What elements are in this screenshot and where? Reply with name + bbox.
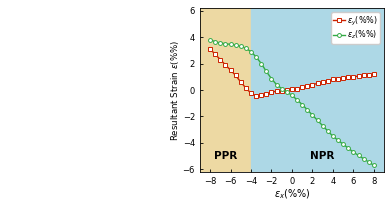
$\varepsilon_y$(%%)	[315, 82, 320, 85]
$\varepsilon_y$(%%)	[372, 73, 376, 75]
Bar	[251, 8, 384, 172]
$\varepsilon_y$(%%)	[218, 58, 223, 61]
$\varepsilon_y$(%%)	[228, 69, 233, 71]
$\varepsilon_z$(%%)	[208, 39, 212, 41]
$\varepsilon_y$(%%)	[213, 53, 218, 55]
$\varepsilon_y$(%%)	[259, 94, 263, 96]
Line: $\varepsilon_z$(%%): $\varepsilon_z$(%%)	[208, 38, 376, 167]
$\varepsilon_z$(%%)	[366, 161, 371, 163]
$\varepsilon_y$(%%)	[233, 74, 238, 77]
Y-axis label: Resultant Strain $\varepsilon$(%%): Resultant Strain $\varepsilon$(%%)	[169, 39, 181, 141]
$\varepsilon_z$(%%)	[279, 87, 284, 90]
$\varepsilon_z$(%%)	[372, 164, 376, 167]
$\varepsilon_y$(%%)	[289, 88, 294, 91]
$\varepsilon_z$(%%)	[346, 147, 351, 149]
$\varepsilon_z$(%%)	[228, 43, 233, 46]
$\varepsilon_z$(%%)	[218, 42, 223, 44]
$\varepsilon_y$(%%)	[300, 86, 305, 89]
$\varepsilon_z$(%%)	[233, 44, 238, 46]
$\varepsilon_y$(%%)	[346, 76, 351, 79]
$\varepsilon_z$(%%)	[254, 56, 258, 58]
$\varepsilon_z$(%%)	[249, 50, 253, 53]
$\varepsilon_z$(%%)	[320, 125, 325, 127]
$\varepsilon_y$(%%)	[366, 74, 371, 76]
Text: PPR: PPR	[214, 151, 237, 161]
$\varepsilon_y$(%%)	[279, 89, 284, 92]
$\varepsilon_y$(%%)	[341, 77, 345, 79]
$\varepsilon_y$(%%)	[295, 87, 300, 90]
$\varepsilon_y$(%%)	[284, 89, 289, 91]
$\varepsilon_y$(%%)	[336, 78, 340, 80]
$\varepsilon_z$(%%)	[361, 158, 366, 160]
$\varepsilon_z$(%%)	[274, 84, 279, 86]
Legend: $\varepsilon_y$(%%), $\varepsilon_z$(%%): $\varepsilon_y$(%%), $\varepsilon_z$(%%)	[331, 12, 380, 44]
$\varepsilon_z$(%%)	[315, 119, 320, 122]
$\varepsilon_y$(%%)	[239, 81, 243, 83]
$\varepsilon_y$(%%)	[264, 93, 269, 95]
X-axis label: $\varepsilon_x$(%%): $\varepsilon_x$(%%)	[274, 187, 310, 200]
$\varepsilon_z$(%%)	[244, 47, 248, 50]
$\varepsilon_y$(%%)	[320, 81, 325, 83]
$\varepsilon_z$(%%)	[223, 43, 228, 45]
$\varepsilon_y$(%%)	[305, 85, 310, 87]
$\varepsilon_z$(%%)	[300, 103, 305, 106]
$\varepsilon_z$(%%)	[259, 62, 263, 65]
$\varepsilon_z$(%%)	[331, 135, 335, 137]
$\varepsilon_y$(%%)	[208, 48, 212, 50]
$\varepsilon_z$(%%)	[264, 70, 269, 73]
Line: $\varepsilon_y$(%%): $\varepsilon_y$(%%)	[208, 47, 376, 98]
$\varepsilon_z$(%%)	[326, 130, 330, 132]
$\varepsilon_z$(%%)	[289, 94, 294, 96]
$\varepsilon_z$(%%)	[341, 143, 345, 145]
$\varepsilon_z$(%%)	[284, 91, 289, 93]
$\varepsilon_y$(%%)	[331, 78, 335, 81]
$\varepsilon_y$(%%)	[356, 75, 361, 77]
$\varepsilon_y$(%%)	[310, 84, 315, 86]
$\varepsilon_z$(%%)	[356, 154, 361, 157]
$\varepsilon_y$(%%)	[254, 95, 258, 97]
Text: NPR: NPR	[310, 151, 335, 161]
$\varepsilon_z$(%%)	[351, 151, 356, 153]
$\varepsilon_z$(%%)	[239, 45, 243, 48]
$\varepsilon_y$(%%)	[249, 92, 253, 95]
$\varepsilon_y$(%%)	[244, 87, 248, 89]
Bar	[200, 8, 251, 172]
$\varepsilon_y$(%%)	[326, 80, 330, 82]
$\varepsilon_y$(%%)	[269, 91, 274, 93]
$\varepsilon_y$(%%)	[274, 90, 279, 93]
$\varepsilon_z$(%%)	[310, 114, 315, 116]
$\varepsilon_z$(%%)	[269, 78, 274, 80]
$\varepsilon_z$(%%)	[213, 41, 218, 43]
$\varepsilon_z$(%%)	[305, 109, 310, 111]
$\varepsilon_y$(%%)	[223, 64, 228, 66]
$\varepsilon_y$(%%)	[361, 74, 366, 77]
$\varepsilon_z$(%%)	[336, 139, 340, 141]
$\varepsilon_z$(%%)	[295, 99, 300, 101]
$\varepsilon_y$(%%)	[351, 76, 356, 78]
